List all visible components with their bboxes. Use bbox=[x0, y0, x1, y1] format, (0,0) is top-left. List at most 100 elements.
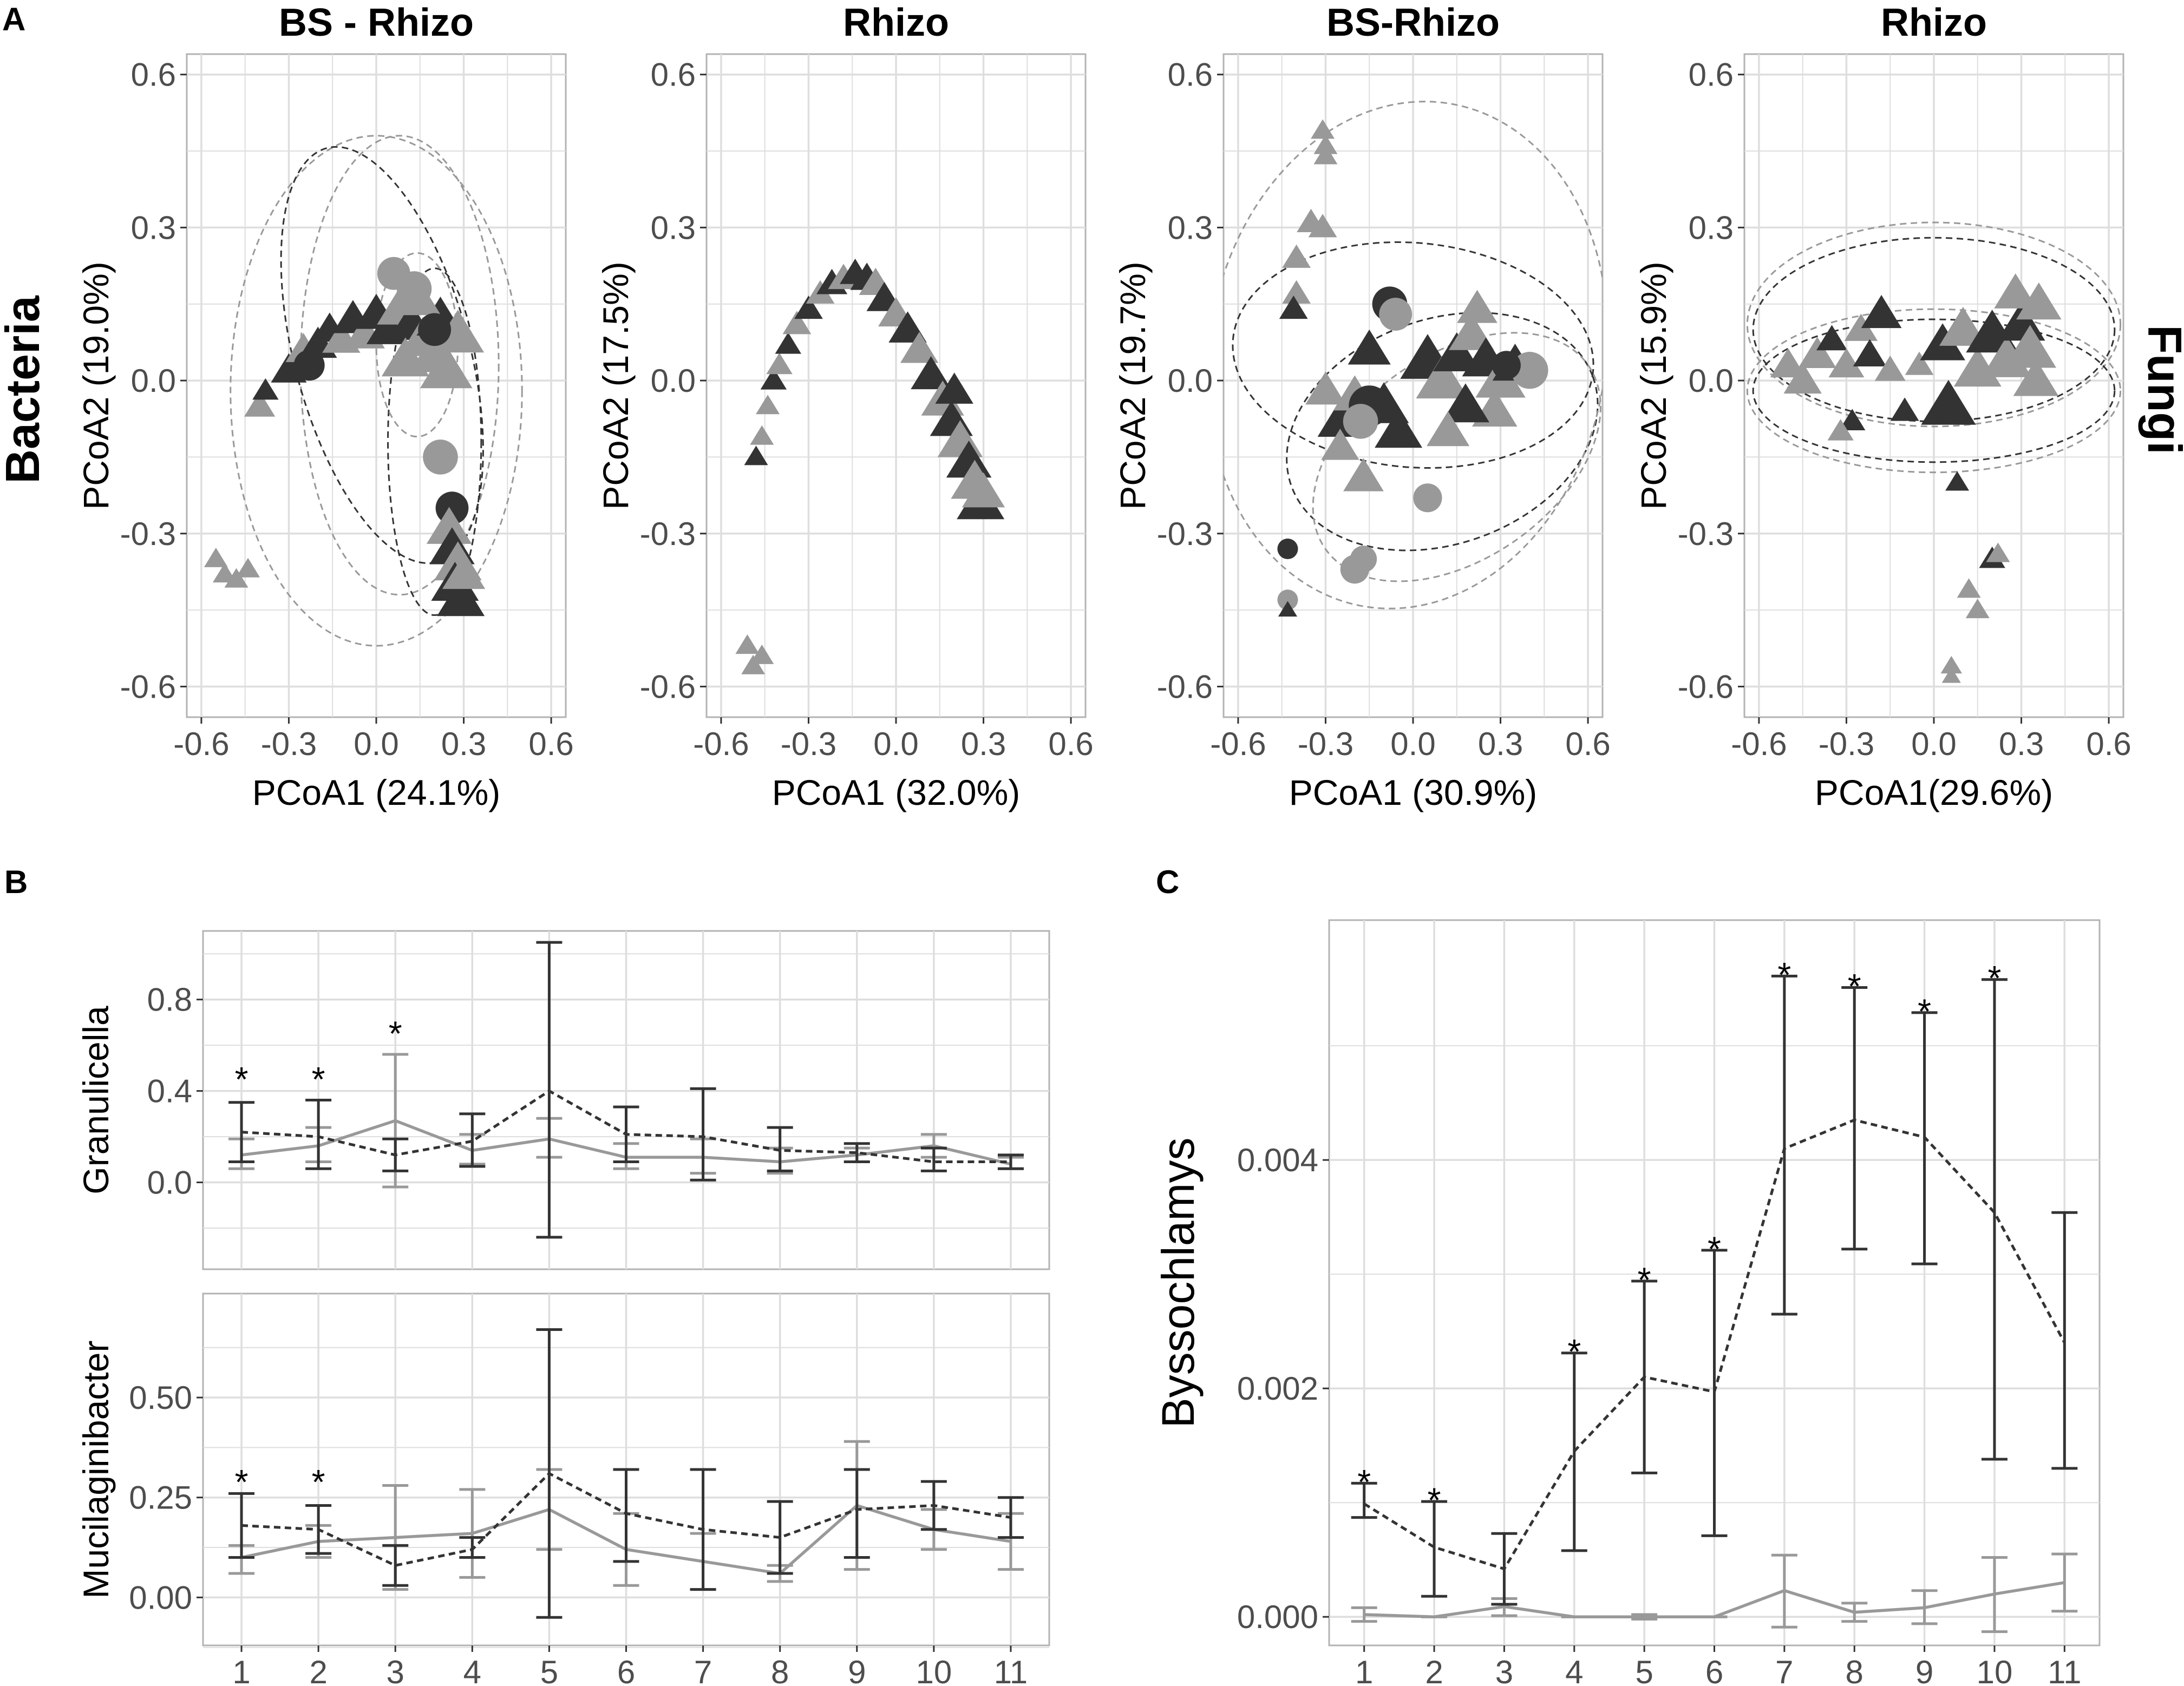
y-tick-label: 0.00 bbox=[129, 1579, 192, 1616]
scatter-point-triangle bbox=[1940, 655, 1963, 674]
y-tick-label: 0.0 bbox=[651, 363, 696, 399]
significance-marker: * bbox=[312, 1060, 325, 1099]
x-tick-label: 7 bbox=[1775, 1654, 1793, 1686]
y-tick-label: -0.3 bbox=[640, 516, 696, 552]
confidence-ellipse bbox=[230, 135, 523, 647]
scatter-point-triangle bbox=[1945, 471, 1970, 491]
scatter-point-triangle bbox=[775, 332, 801, 354]
panel-label-c: C bbox=[1156, 864, 1179, 900]
significance-marker: * bbox=[1848, 967, 1861, 1006]
x-tick-label: 6 bbox=[617, 1654, 635, 1686]
scatter-point-triangle bbox=[1798, 337, 1836, 368]
scatter-point-triangle bbox=[1783, 362, 1822, 394]
series-line-dashed bbox=[241, 1089, 1011, 1164]
y-tick-label: 0.6 bbox=[1168, 57, 1213, 93]
scatter-point-circle bbox=[418, 313, 452, 346]
scatter-point-triangle bbox=[1890, 397, 1919, 421]
y-axis-label: Byssochlamys bbox=[1153, 1138, 1204, 1428]
scatter-point-triangle bbox=[1448, 313, 1494, 350]
plot-title: Rhizo bbox=[1881, 1, 1987, 44]
y-tick-label: 0.3 bbox=[1168, 209, 1213, 246]
scatter-point-triangle bbox=[2016, 282, 2062, 320]
scatter-point-triangle bbox=[1305, 371, 1346, 405]
x-tick-label: 3 bbox=[387, 1654, 404, 1686]
scatter-point-triangle bbox=[1427, 411, 1470, 447]
scatter-point-circle bbox=[1492, 351, 1521, 380]
scatter-point-triangle bbox=[1278, 601, 1298, 617]
scatter-point-triangle bbox=[946, 440, 992, 478]
scatter-point-triangle bbox=[935, 372, 973, 404]
scatter-point-triangle bbox=[1308, 214, 1337, 238]
scatter-point-circle bbox=[1277, 589, 1298, 611]
y-tick-label: 0.50 bbox=[129, 1380, 192, 1416]
y-tick-label: 0.0 bbox=[1689, 363, 1734, 399]
x-tick-label: 9 bbox=[848, 1654, 866, 1686]
significance-marker: * bbox=[1988, 959, 2002, 998]
y-tick-label: -0.6 bbox=[640, 668, 696, 705]
x-tick-label: 0.0 bbox=[873, 726, 918, 762]
x-tick-label: 4 bbox=[1565, 1654, 1583, 1686]
scatter-point-triangle bbox=[1770, 348, 1806, 378]
scatter-point-circle bbox=[1277, 539, 1298, 560]
scatter-point-triangle bbox=[381, 337, 429, 377]
confidence-ellipse bbox=[1224, 101, 1603, 609]
scatter-point-circle bbox=[1511, 352, 1548, 389]
significance-marker: * bbox=[1567, 1332, 1581, 1371]
confidence-ellipse bbox=[1746, 308, 2122, 474]
scatter-plot-0: -0.6 -0.3 0.0 0.3 0.6 -0.6 -0.3 0.0 0.3 0.6 BS - R… bbox=[76, 1, 574, 812]
scatter-point-triangle bbox=[741, 654, 766, 674]
scatter-point-triangle bbox=[252, 378, 279, 400]
scatter-point-triangle bbox=[437, 577, 485, 616]
x-tick-label: 1 bbox=[1355, 1654, 1373, 1686]
y-tick-label: -0.6 bbox=[120, 668, 176, 705]
points bbox=[1277, 119, 1548, 617]
x-tick-label: 5 bbox=[540, 1654, 558, 1686]
x-tick-label: 8 bbox=[771, 1654, 789, 1686]
scatter-point-triangle bbox=[750, 425, 774, 445]
y-tick-label: 0.004 bbox=[1237, 1142, 1318, 1178]
scatter-point-triangle bbox=[1994, 273, 2037, 309]
panel-label-b: B bbox=[4, 864, 28, 900]
scatter-plot-3: -0.6 -0.3 0.0 0.3 0.6 -0.6 -0.3 0.0 0.3 0.6 Rhizo P… bbox=[1633, 1, 2131, 812]
x-tick-label: 11 bbox=[994, 1654, 1028, 1686]
scatter-point-triangle bbox=[1827, 419, 1854, 441]
x-axis-label: PCoA1 (30.9%) bbox=[1289, 772, 1538, 812]
scatter-point-triangle bbox=[911, 356, 952, 390]
scatter-point-triangle bbox=[426, 507, 472, 544]
confidence-ellipse bbox=[1312, 332, 1601, 582]
x-tick-label: -0.3 bbox=[261, 726, 317, 762]
scatter-point-triangle bbox=[1313, 145, 1338, 165]
y-tick-label: -0.6 bbox=[1678, 668, 1734, 705]
scatter-point-triangle bbox=[794, 295, 823, 319]
scatter-point-triangle bbox=[900, 331, 939, 363]
scatter-point-triangle bbox=[1986, 542, 2010, 562]
scatter-point-triangle bbox=[782, 311, 812, 334]
scatter-point-circle bbox=[1413, 483, 1442, 513]
y-tick-label: -0.3 bbox=[1678, 516, 1734, 552]
scatter-point-triangle bbox=[744, 445, 768, 465]
x-tick-label: 6 bbox=[1705, 1654, 1723, 1686]
confidence-ellipse bbox=[1232, 241, 1594, 469]
points bbox=[1770, 273, 2062, 683]
scatter-point-triangle bbox=[1311, 119, 1335, 139]
scatter-point-circle bbox=[1379, 298, 1413, 331]
x-tick-label: 0.3 bbox=[1999, 726, 2044, 762]
scatter-point-circle bbox=[423, 439, 458, 475]
scatter-point-triangle bbox=[1939, 306, 1987, 346]
significance-marker: * bbox=[1357, 1462, 1371, 1501]
scatter-point-circle bbox=[1350, 546, 1377, 573]
x-tick-label: 7 bbox=[694, 1654, 712, 1686]
scatter-point-triangle bbox=[1905, 351, 1934, 375]
scatter-point-triangle bbox=[1957, 578, 1981, 598]
scatter-point-triangle bbox=[1282, 280, 1311, 304]
scatter-point-triangle bbox=[1279, 295, 1308, 319]
y-tick-label: 0.000 bbox=[1237, 1599, 1318, 1635]
confidence-ellipse bbox=[1752, 318, 2116, 463]
x-axis-label: PCoA1 (32.0%) bbox=[772, 772, 1021, 812]
y-tick-label: 0.3 bbox=[1689, 209, 1734, 246]
scatter-point-triangle bbox=[1941, 667, 1961, 683]
y-tick-label: 0.8 bbox=[147, 982, 192, 1018]
x-tick-label: 0.6 bbox=[1048, 726, 1093, 762]
series-line-dashed bbox=[1363, 1118, 2066, 1571]
series-line-solid bbox=[1364, 1581, 2065, 1619]
